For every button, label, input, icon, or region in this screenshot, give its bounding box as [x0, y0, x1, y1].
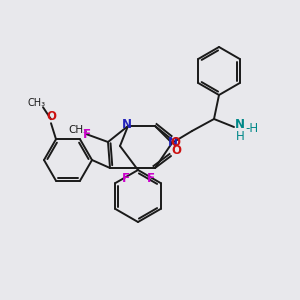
Text: O: O: [46, 110, 56, 123]
Text: N: N: [235, 118, 245, 131]
Text: F: F: [146, 172, 154, 184]
Text: CH₃: CH₃: [28, 98, 46, 108]
Text: O: O: [170, 136, 180, 149]
Text: N: N: [122, 118, 132, 131]
Text: O: O: [171, 145, 181, 158]
Text: CH₃: CH₃: [68, 125, 88, 135]
Text: H: H: [236, 130, 244, 143]
Text: -H: -H: [245, 122, 259, 136]
Text: F: F: [122, 172, 130, 184]
Text: F: F: [83, 128, 91, 141]
Text: N: N: [168, 136, 178, 149]
